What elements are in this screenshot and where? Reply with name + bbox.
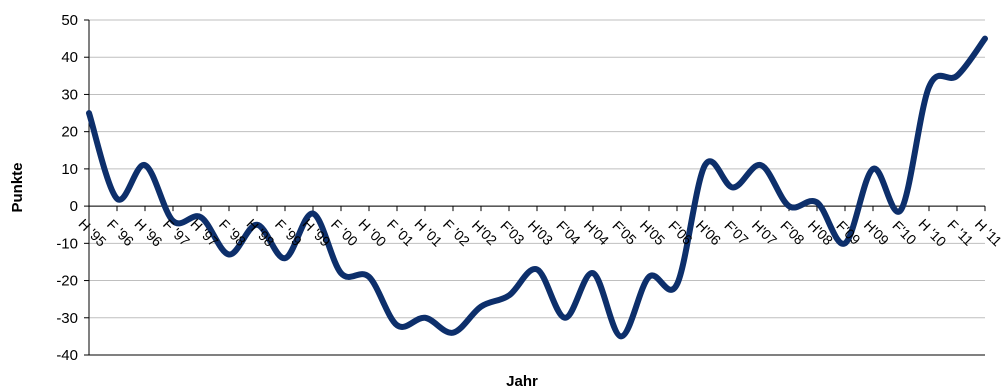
x-tick-label: H '96 [131, 216, 165, 250]
y-tick-label: 30 [61, 86, 78, 103]
x-tick-label: F '99 [272, 216, 305, 249]
y-tick-label: -40 [56, 347, 78, 364]
x-tick-label: H '11 [972, 216, 1003, 250]
x-tick-label: F '00 [328, 216, 361, 249]
y-tick-label: 40 [61, 49, 78, 66]
y-tick-label: -20 [56, 273, 78, 290]
y-tick-label: -10 [56, 235, 78, 252]
x-tick-label: F '11 [944, 216, 976, 248]
x-tick-labels: H '95F '96H '96F '97H '97F '98H '98F '99… [75, 216, 1003, 250]
x-axis [88, 205, 986, 212]
y-tick-label: 0 [70, 198, 78, 215]
x-tick-label: F '02 [440, 216, 473, 249]
x-tick-label: F '01 [384, 216, 417, 249]
x-tick-label: H '00 [355, 216, 389, 250]
x-tick-label: H '01 [411, 216, 445, 250]
y-tick-label: -30 [56, 310, 78, 327]
y-tick-label: 10 [61, 161, 78, 178]
x-tick-label: F '96 [104, 216, 137, 249]
x-tick-label: H '10 [915, 216, 949, 250]
x-tick-label: H '95 [75, 216, 109, 250]
y-tick-label: 20 [61, 124, 78, 141]
y-axis-title: Punkte [9, 162, 26, 212]
y-axis: 50 40 30 20 10 0 -10 -20 -30 -40 [56, 12, 985, 364]
series-line [86, 35, 988, 340]
y-tick-label: 50 [61, 12, 78, 29]
gridlines [89, 19, 985, 319]
x-axis-title: Jahr [506, 373, 538, 390]
